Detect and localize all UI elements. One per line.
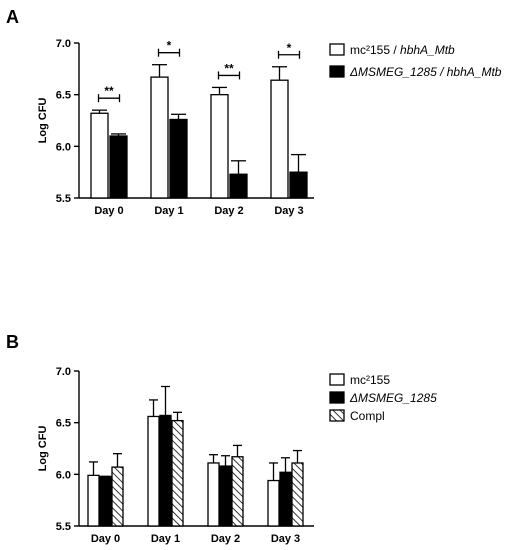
bar xyxy=(147,415,160,527)
x-tick-label: Day 0 xyxy=(94,205,123,217)
bar xyxy=(111,466,124,527)
bar xyxy=(279,471,292,527)
legend-swatch xyxy=(329,409,345,422)
chart-panel-b: 5.5 6.0 6.5 7.0 Log CFU Day 0 Day 1 Day 2 Day 3 m… xyxy=(37,366,437,545)
legend-swatch xyxy=(329,65,345,78)
panel-letter-a: A xyxy=(6,7,19,27)
y-axis-label: Log CFU xyxy=(37,98,49,144)
y-tick-label: 6.5 xyxy=(56,90,71,102)
legend-swatch xyxy=(329,43,345,56)
bar xyxy=(229,173,248,199)
legend-entry: mc²155 / hbhA_Mtb xyxy=(350,43,455,57)
bar xyxy=(291,462,304,527)
significance-label: * xyxy=(287,41,292,55)
y-axis-label: Log CFU xyxy=(37,426,49,472)
significance-label: ** xyxy=(104,84,114,98)
x-tick-label: Day 3 xyxy=(271,533,300,545)
bar xyxy=(270,79,289,199)
bar xyxy=(87,474,100,527)
y-tick-label: 7.0 xyxy=(56,38,71,50)
x-tick-label: Day 0 xyxy=(91,533,120,545)
bar xyxy=(231,456,244,527)
y-tick-label: 6.0 xyxy=(56,469,71,481)
legend-entry: Compl xyxy=(350,409,385,423)
legend-entry: mc²155 xyxy=(350,373,390,387)
legend-swatch xyxy=(329,391,345,404)
x-tick-label: Day 3 xyxy=(274,205,303,217)
significance-label: * xyxy=(167,39,172,53)
legend-swatch xyxy=(329,373,345,386)
bar xyxy=(159,414,172,527)
bar xyxy=(207,462,220,527)
bar xyxy=(210,94,229,199)
y-tick-label: 6.5 xyxy=(56,418,71,430)
bar xyxy=(99,475,112,527)
x-tick-label: Day 1 xyxy=(151,533,180,545)
y-tick-label: 5.5 xyxy=(56,521,71,533)
bar xyxy=(289,171,308,199)
x-tick-label: Day 1 xyxy=(154,205,183,217)
bar xyxy=(109,135,128,199)
legend-entry: ΔMSMEG_1285 xyxy=(349,391,437,405)
bar xyxy=(150,76,169,199)
chart-panel-a: 5.5 6.0 6.5 7.0 Log CFU Day 0 ** Day 1 * Day 2 ** D… xyxy=(37,38,502,217)
bar xyxy=(171,419,184,527)
y-tick-label: 6.0 xyxy=(56,141,71,153)
y-tick-label: 7.0 xyxy=(56,366,71,378)
y-tick-label: 5.5 xyxy=(56,193,71,205)
legend-entry: ΔMSMEG_1285 / hbhA_Mtb xyxy=(349,65,502,79)
bar xyxy=(219,465,232,527)
x-tick-label: Day 2 xyxy=(214,205,243,217)
bar xyxy=(267,479,280,527)
bar xyxy=(90,112,109,199)
panel-letter-b: B xyxy=(6,332,19,352)
x-tick-label: Day 2 xyxy=(211,533,240,545)
significance-label: ** xyxy=(224,61,234,75)
bar xyxy=(169,118,188,199)
